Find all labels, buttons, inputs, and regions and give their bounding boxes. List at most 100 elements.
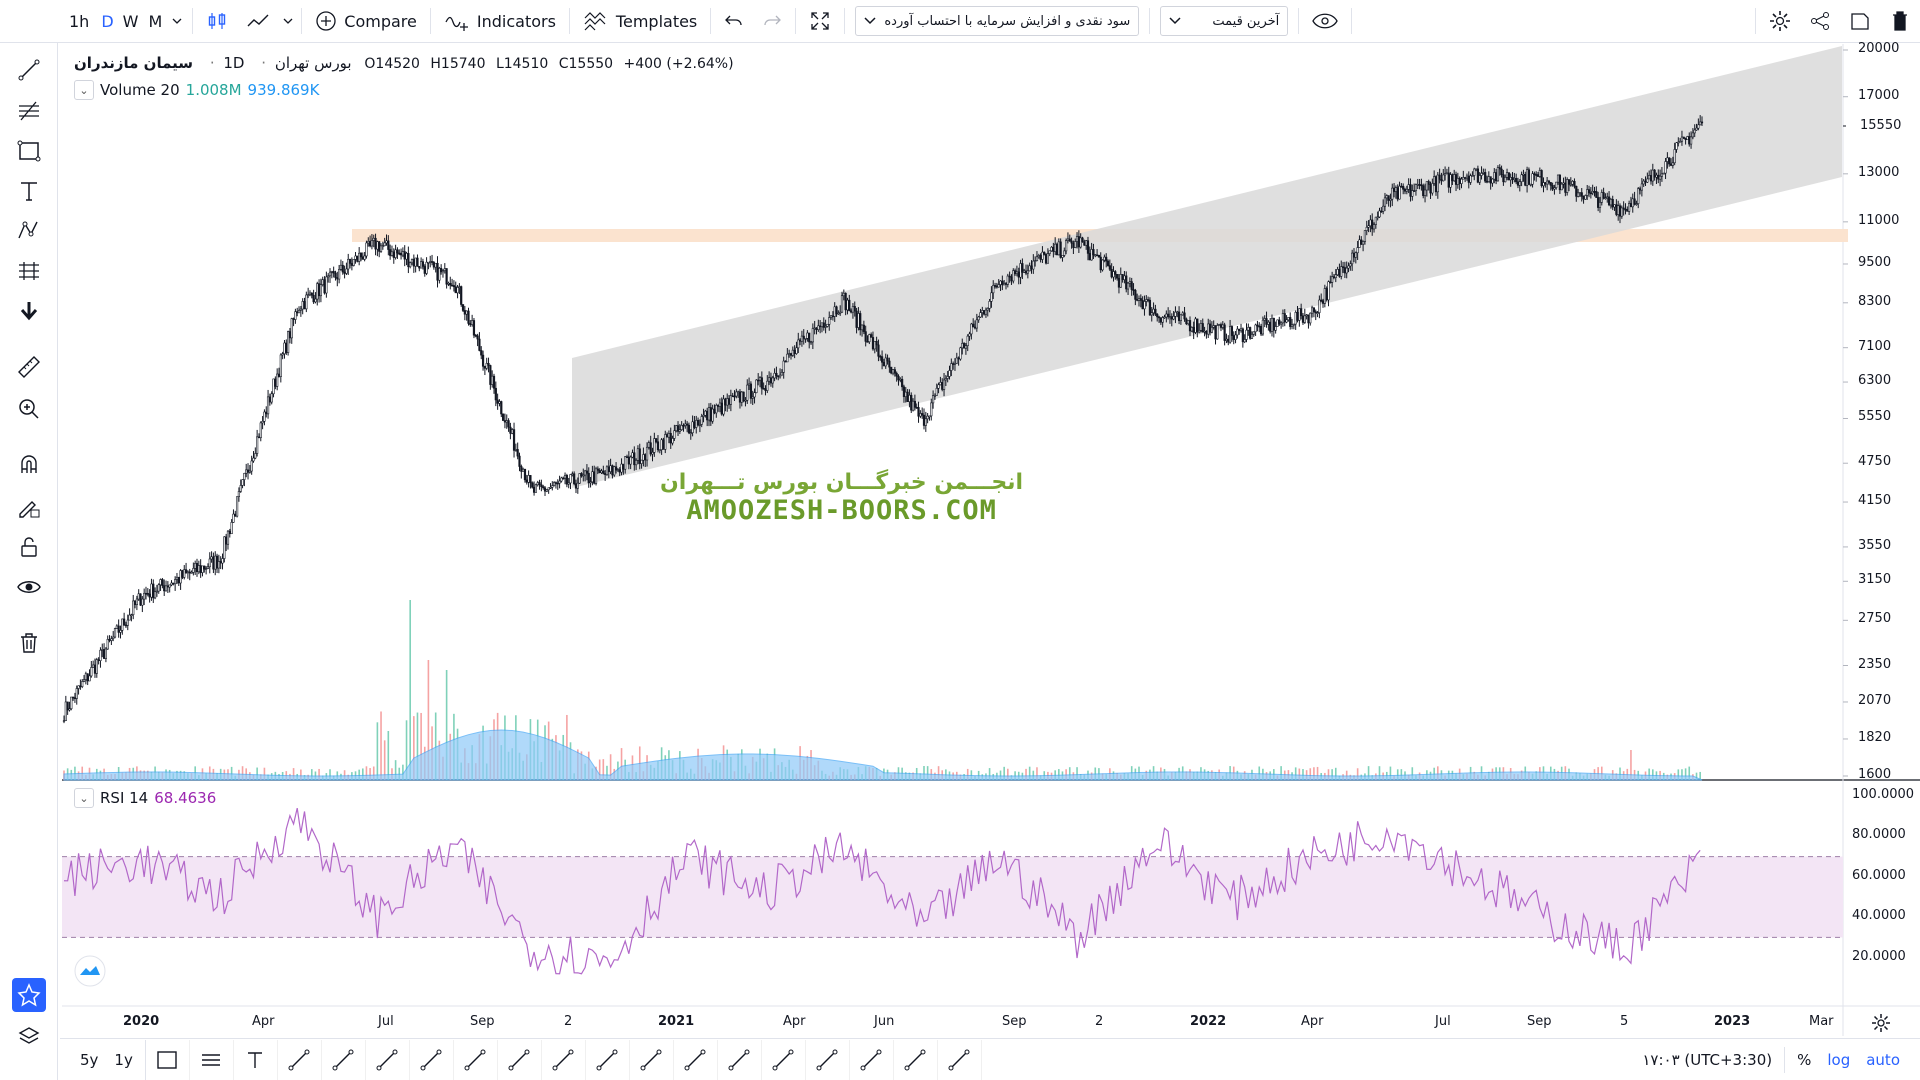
brush-icon[interactable] — [850, 1039, 894, 1080]
interval-month-button[interactable]: M — [148, 11, 163, 31]
candle-body — [880, 356, 884, 363]
settings-gear-icon[interactable] — [1760, 0, 1800, 43]
visibility-eye-icon[interactable] — [1303, 0, 1347, 43]
callout-icon[interactable] — [366, 1039, 410, 1080]
candle-body — [1542, 182, 1545, 187]
candle-body — [166, 585, 169, 588]
candle-body — [924, 418, 927, 426]
volume-bar — [609, 754, 612, 780]
candle-body — [1075, 236, 1079, 242]
candle-body — [1411, 190, 1414, 197]
candle-body — [908, 394, 911, 402]
arrow-icon[interactable] — [542, 1039, 586, 1080]
abcd-pattern-icon[interactable] — [718, 1039, 762, 1080]
templates-button[interactable]: Templates — [574, 0, 706, 43]
candle-body — [1052, 246, 1055, 252]
polyline-icon[interactable] — [894, 1039, 938, 1080]
candle-body — [471, 320, 474, 325]
candle-body — [642, 454, 645, 461]
time-axis-settings-gear-icon[interactable] — [1866, 1008, 1896, 1038]
indicators-button[interactable]: Indicators — [435, 0, 565, 43]
delete-trash-icon[interactable] — [1880, 0, 1920, 43]
prediction-tool-icon[interactable] — [12, 254, 46, 288]
candle-body — [1314, 311, 1317, 314]
line-chart-type-icon[interactable] — [237, 0, 279, 43]
candle-body — [1232, 335, 1235, 340]
volume-collapse-chevron-icon[interactable]: ⌄ — [74, 80, 94, 100]
measure-icon[interactable] — [630, 1039, 674, 1080]
eye-icon[interactable] — [12, 570, 46, 604]
candle-body — [1019, 263, 1022, 278]
path-icon[interactable] — [498, 1039, 542, 1080]
log-scale-button[interactable]: log — [1827, 1050, 1851, 1069]
interval-week-button[interactable]: W — [122, 11, 139, 31]
candle-body — [970, 323, 973, 335]
zoom-in-icon[interactable] — [12, 392, 46, 426]
horizontal-ray-icon[interactable] — [410, 1039, 454, 1080]
compare-button[interactable]: Compare — [306, 0, 426, 43]
arrow-down-icon[interactable] — [12, 294, 46, 328]
rectangle-shape-icon[interactable] — [12, 134, 46, 168]
candle-body — [1001, 280, 1004, 286]
interval-day-button[interactable]: D — [101, 11, 114, 31]
auto-scale-button[interactable]: auto — [1866, 1050, 1900, 1069]
ruler-icon[interactable] — [12, 350, 46, 384]
range-5y-button[interactable]: 5y — [80, 1050, 99, 1069]
lock-drawing-icon[interactable] — [12, 490, 46, 524]
volume-bar — [1058, 769, 1060, 780]
fib-channel-icon[interactable] — [806, 1039, 850, 1080]
elliott-wave-icon[interactable] — [762, 1039, 806, 1080]
text-tool-icon[interactable] — [12, 174, 46, 208]
interval-dropdown-chevron-icon[interactable] — [166, 0, 188, 43]
candle-body — [1006, 275, 1009, 285]
object-tree-icon[interactable] — [12, 1020, 46, 1054]
interval-1h-button[interactable]: 1h — [69, 11, 90, 31]
candle-body — [593, 471, 596, 484]
abc-pattern-icon[interactable] — [674, 1039, 718, 1080]
fullscreen-icon[interactable] — [800, 0, 840, 43]
candle-body — [990, 292, 993, 302]
dividend-adjust-select[interactable]: سود نقدی و افزایش سرمایه با احتساب آورده — [855, 6, 1140, 36]
candle-body — [348, 258, 352, 264]
trash-icon[interactable] — [12, 626, 46, 660]
text-icon[interactable] — [234, 1039, 278, 1080]
candle-body — [1580, 192, 1583, 197]
candle-body — [379, 245, 383, 252]
candle-body — [1394, 187, 1397, 192]
magnet-icon[interactable] — [12, 448, 46, 482]
pattern-tool-icon[interactable] — [12, 214, 46, 248]
lines-icon[interactable] — [190, 1039, 234, 1080]
chart-type-chevron-icon[interactable] — [279, 0, 297, 43]
candle-body — [522, 468, 525, 472]
pitchfork-icon[interactable] — [278, 1039, 322, 1080]
horizontal-line-icon[interactable] — [586, 1039, 630, 1080]
candle-body — [276, 373, 279, 387]
candle-body — [1270, 317, 1274, 332]
cross-icon[interactable] — [454, 1039, 498, 1080]
trendline-icon[interactable] — [322, 1039, 366, 1080]
price-source-select[interactable]: آخرین قیمت — [1160, 6, 1289, 36]
volume-bar — [409, 600, 411, 780]
undo-icon[interactable] — [715, 0, 753, 43]
candle-body — [1205, 330, 1208, 335]
trend-line-icon[interactable] — [12, 53, 46, 87]
vertical-line-icon[interactable] — [938, 1039, 982, 1080]
favorites-star-icon[interactable] — [12, 978, 46, 1012]
rectangle-icon[interactable] — [146, 1039, 190, 1080]
share-icon[interactable] — [1800, 0, 1840, 43]
clock-timezone[interactable]: ۱۷:۰۳ (UTC+3:30) — [1642, 1050, 1773, 1069]
candle-body — [154, 591, 157, 599]
candles-chart-type-icon[interactable] — [197, 0, 237, 43]
redo-icon[interactable] — [753, 0, 791, 43]
unlock-icon[interactable] — [12, 530, 46, 564]
percent-scale-button[interactable]: % — [1797, 1050, 1812, 1069]
snapshot-icon[interactable] — [1840, 0, 1880, 43]
candle-body — [265, 411, 268, 415]
rsi-collapse-chevron-icon[interactable]: ⌄ — [74, 788, 94, 808]
range-1y-button[interactable]: 1y — [114, 1050, 133, 1069]
time-axis-tick: Jun — [874, 1014, 895, 1029]
price-axis-tick: 5550 — [1858, 409, 1892, 425]
fib-tools-icon[interactable] — [12, 94, 46, 128]
candle-body — [988, 301, 991, 309]
